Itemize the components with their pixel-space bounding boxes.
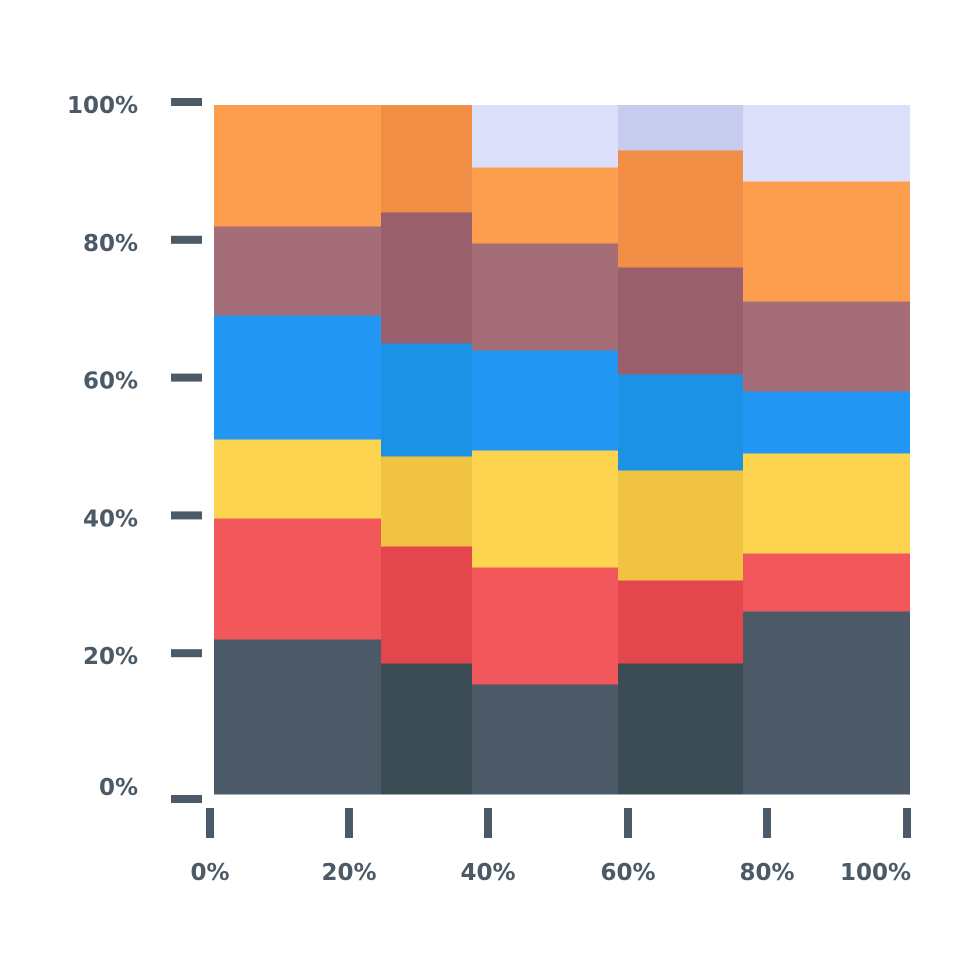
y-axis: 0% 20% 40% 60% 80% 100% [67, 93, 202, 803]
bar-segment-col4-layer3 [618, 470, 743, 581]
x-tick-label: 80% [739, 860, 794, 886]
y-tick-label: 60% [83, 369, 138, 395]
bar-segment-col3-layer7 [472, 105, 618, 168]
bar-segment-col2-layer3 [381, 456, 472, 547]
bar-segment-col2-layer1 [381, 663, 472, 795]
y-tick-mark [171, 98, 202, 106]
bar-segment-col5-layer5 [743, 301, 910, 392]
bar-segment-col2-layer2 [381, 546, 472, 664]
bar-segment-col1-layer6 [214, 105, 381, 227]
bar-segment-col5-layer6 [743, 181, 910, 302]
bar-segment-col5-layer2 [743, 553, 910, 612]
x-axis: 0% 20% 40% 60% 80% 100% [190, 808, 911, 886]
bar-segment-col3-layer4 [472, 350, 618, 451]
x-tick-mark [484, 808, 492, 838]
bar-segment-col5-layer7 [743, 105, 910, 182]
x-tick-label: 40% [460, 860, 515, 886]
bar-segment-col5-layer3 [743, 453, 910, 554]
y-tick-label: 40% [83, 506, 138, 532]
x-tick-label: 20% [321, 860, 376, 886]
bar-segment-col3-layer5 [472, 243, 618, 351]
x-tick-mark [345, 808, 353, 838]
x-tick-mark [206, 808, 214, 838]
bar-segment-col4-layer1 [618, 663, 743, 795]
bar-segment-col5-layer1 [743, 611, 910, 795]
bar-segment-col3-layer2 [472, 567, 618, 685]
bar-segment-col1-layer4 [214, 315, 381, 440]
bar-segment-col3-layer3 [472, 450, 618, 568]
bar-segment-col1-layer5 [214, 226, 381, 316]
y-tick-mark [171, 795, 202, 803]
bar-segment-col4-layer4 [618, 374, 743, 471]
x-tick-mark [624, 808, 632, 838]
bar-segment-col1-layer3 [214, 439, 381, 519]
bar-segment-col2-layer4 [381, 343, 472, 457]
x-tick-label: 0% [190, 860, 229, 886]
bar-segment-col3-layer1 [472, 684, 618, 795]
bar-segment-col5-layer4 [743, 391, 910, 454]
bar-segment-col4-layer5 [618, 267, 743, 375]
x-tick-label: 100% [840, 860, 911, 886]
x-tick-mark [763, 808, 771, 838]
bar-segment-col4-layer7 [618, 105, 743, 151]
bar-segment-col1-layer2 [214, 518, 381, 640]
y-tick-mark [171, 649, 202, 658]
x-tick-mark [903, 808, 911, 838]
bar-segment-col4-layer6 [618, 150, 743, 268]
y-tick-mark [171, 235, 202, 244]
bar-segment-col1-layer1 [214, 639, 381, 795]
bar-segment-col2-layer6 [381, 105, 472, 213]
y-tick-mark [171, 373, 202, 382]
x-tick-label: 60% [600, 860, 655, 886]
y-tick-mark [171, 511, 202, 520]
y-tick-label: 80% [83, 231, 138, 257]
y-tick-label: 0% [99, 775, 138, 801]
y-tick-label: 20% [83, 644, 138, 670]
y-tick-label: 100% [67, 93, 138, 119]
bar-segment-col4-layer2 [618, 580, 743, 664]
bar-segment-col2-layer5 [381, 212, 472, 344]
bar-segment-col3-layer6 [472, 167, 618, 244]
chart-bars [214, 105, 910, 795]
